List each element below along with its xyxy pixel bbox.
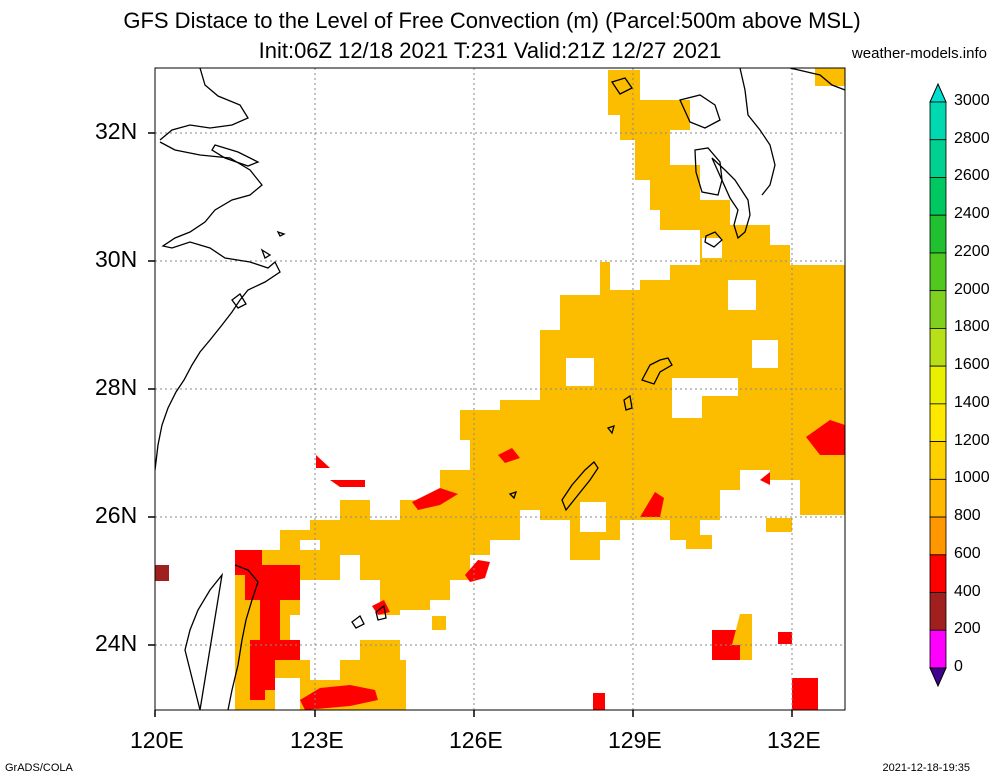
jeju-island [610,77,633,95]
colorbar-segment [929,177,947,216]
lfc-brown-box [155,565,169,581]
colorbar-label: 2400 [954,205,990,223]
lfc-red-box-2 [778,632,792,644]
hole-3 [702,378,738,396]
lfc-red-blob-2 [498,448,520,463]
colorbar-label: 2200 [954,242,990,260]
colorbar-bottom-arrow [929,667,947,688]
colorbar-label: 1200 [954,431,990,449]
colorbar-label: 600 [954,544,981,562]
lfc-region-main [280,70,845,615]
lfc-red-blob-4 [640,492,664,517]
coastlines [155,68,845,710]
lfc-red-box-4 [593,693,605,710]
lon-label-120e: 120E [130,727,184,753]
colorbar-label: 1800 [954,318,990,336]
lat-label-26n: 26N [95,502,138,528]
colorbar-segment [929,441,947,480]
map-title: GFS Distace to the Level of Free Convect… [123,8,861,33]
hole-1 [566,358,594,386]
hole-5 [752,340,778,368]
lfc-red-wedge-2 [330,480,365,487]
colorbar-label: 2800 [954,129,990,147]
miyako [351,604,387,629]
yakushima [704,231,723,248]
lat-label-30n: 30N [95,246,138,272]
lfc-orange-box-1 [732,614,752,660]
colorbar-segment [929,592,947,631]
hole-8 [300,580,340,615]
taiwan-coast [184,564,259,710]
lfc-red-box-3 [792,678,818,710]
lfc-red-wedge-1 [316,455,330,468]
colorbar-segment [929,629,947,669]
lon-label-126e: 126E [449,727,503,753]
tokunoshima [623,394,633,411]
okinawa-small [508,424,615,500]
colorbar-label: 3000 [954,92,990,109]
hole-7 [580,502,606,532]
amami-oshima [641,357,673,385]
lfc-red-blob-1 [412,488,458,510]
colorbar-segment [929,516,947,556]
lat-label-28n: 28N [95,374,138,400]
convection-field [155,68,845,710]
colorbar-label: 200 [954,620,981,638]
colorbar-label: 0 [954,658,963,675]
hole-10 [640,70,680,100]
colorbar-label: 2600 [954,167,990,185]
zhoushan-islands [231,230,286,309]
colorbar-segment [929,327,947,367]
colorbar-segment [929,478,947,518]
china-coast-island [211,144,260,167]
colorbar-label: 1000 [954,469,990,487]
colorbar-segment [929,252,947,292]
colorbar-segment [929,139,947,178]
lon-label-132e: 132E [767,727,821,753]
lfc-red-taiwan-strait [235,550,300,700]
website-label[interactable]: weather-models.info [851,45,987,62]
colorbar-segment [929,214,947,254]
lfc-orange-box-3 [766,518,792,532]
colorbar-segment [929,365,947,405]
timestamp: 2021-12-18-19:35 [882,762,970,774]
lat-label-32n: 32N [95,118,138,144]
korea-coast [739,68,776,196]
colorbar-segment [929,101,947,141]
colorbar-segment [929,554,947,593]
lfc-orange-box-4 [432,616,446,630]
lfc-red-blob-5 [806,420,845,455]
map-subtitle: Init:06Z 12/18 2021 T:231 Valid:21Z 12/2… [258,38,722,63]
lon-label-129e: 129E [608,727,662,753]
lfc-red-blob-3 [465,560,490,582]
hole-4 [728,280,756,310]
map-gridlines [155,68,845,710]
lfc-orange-box-2 [686,535,712,549]
colorbar-label: 1400 [954,393,990,411]
hole-2 [672,378,702,418]
colorbar [929,82,947,688]
colorbar-label: 400 [954,582,981,600]
lfc-red-south [300,685,378,710]
axis-ticks [148,132,793,717]
lfc-red-blob-6 [760,472,770,485]
colorbar-label: 1600 [954,356,990,374]
colorbar-segment [929,290,947,329]
china-coast [155,68,281,471]
lon-label-123e: 123E [290,727,344,753]
lat-label-24n: 24N [95,630,138,656]
hole-9 [275,678,300,710]
colorbar-top-arrow [929,82,947,103]
grads-credit: GrADS/COLA [5,762,73,774]
okinawa [561,461,599,512]
colorbar-segment [929,403,947,443]
colorbar-label: 800 [954,507,981,525]
lfc-region-ne [815,68,845,86]
japan-coast [679,68,845,240]
colorbar-label: 2000 [954,280,990,298]
